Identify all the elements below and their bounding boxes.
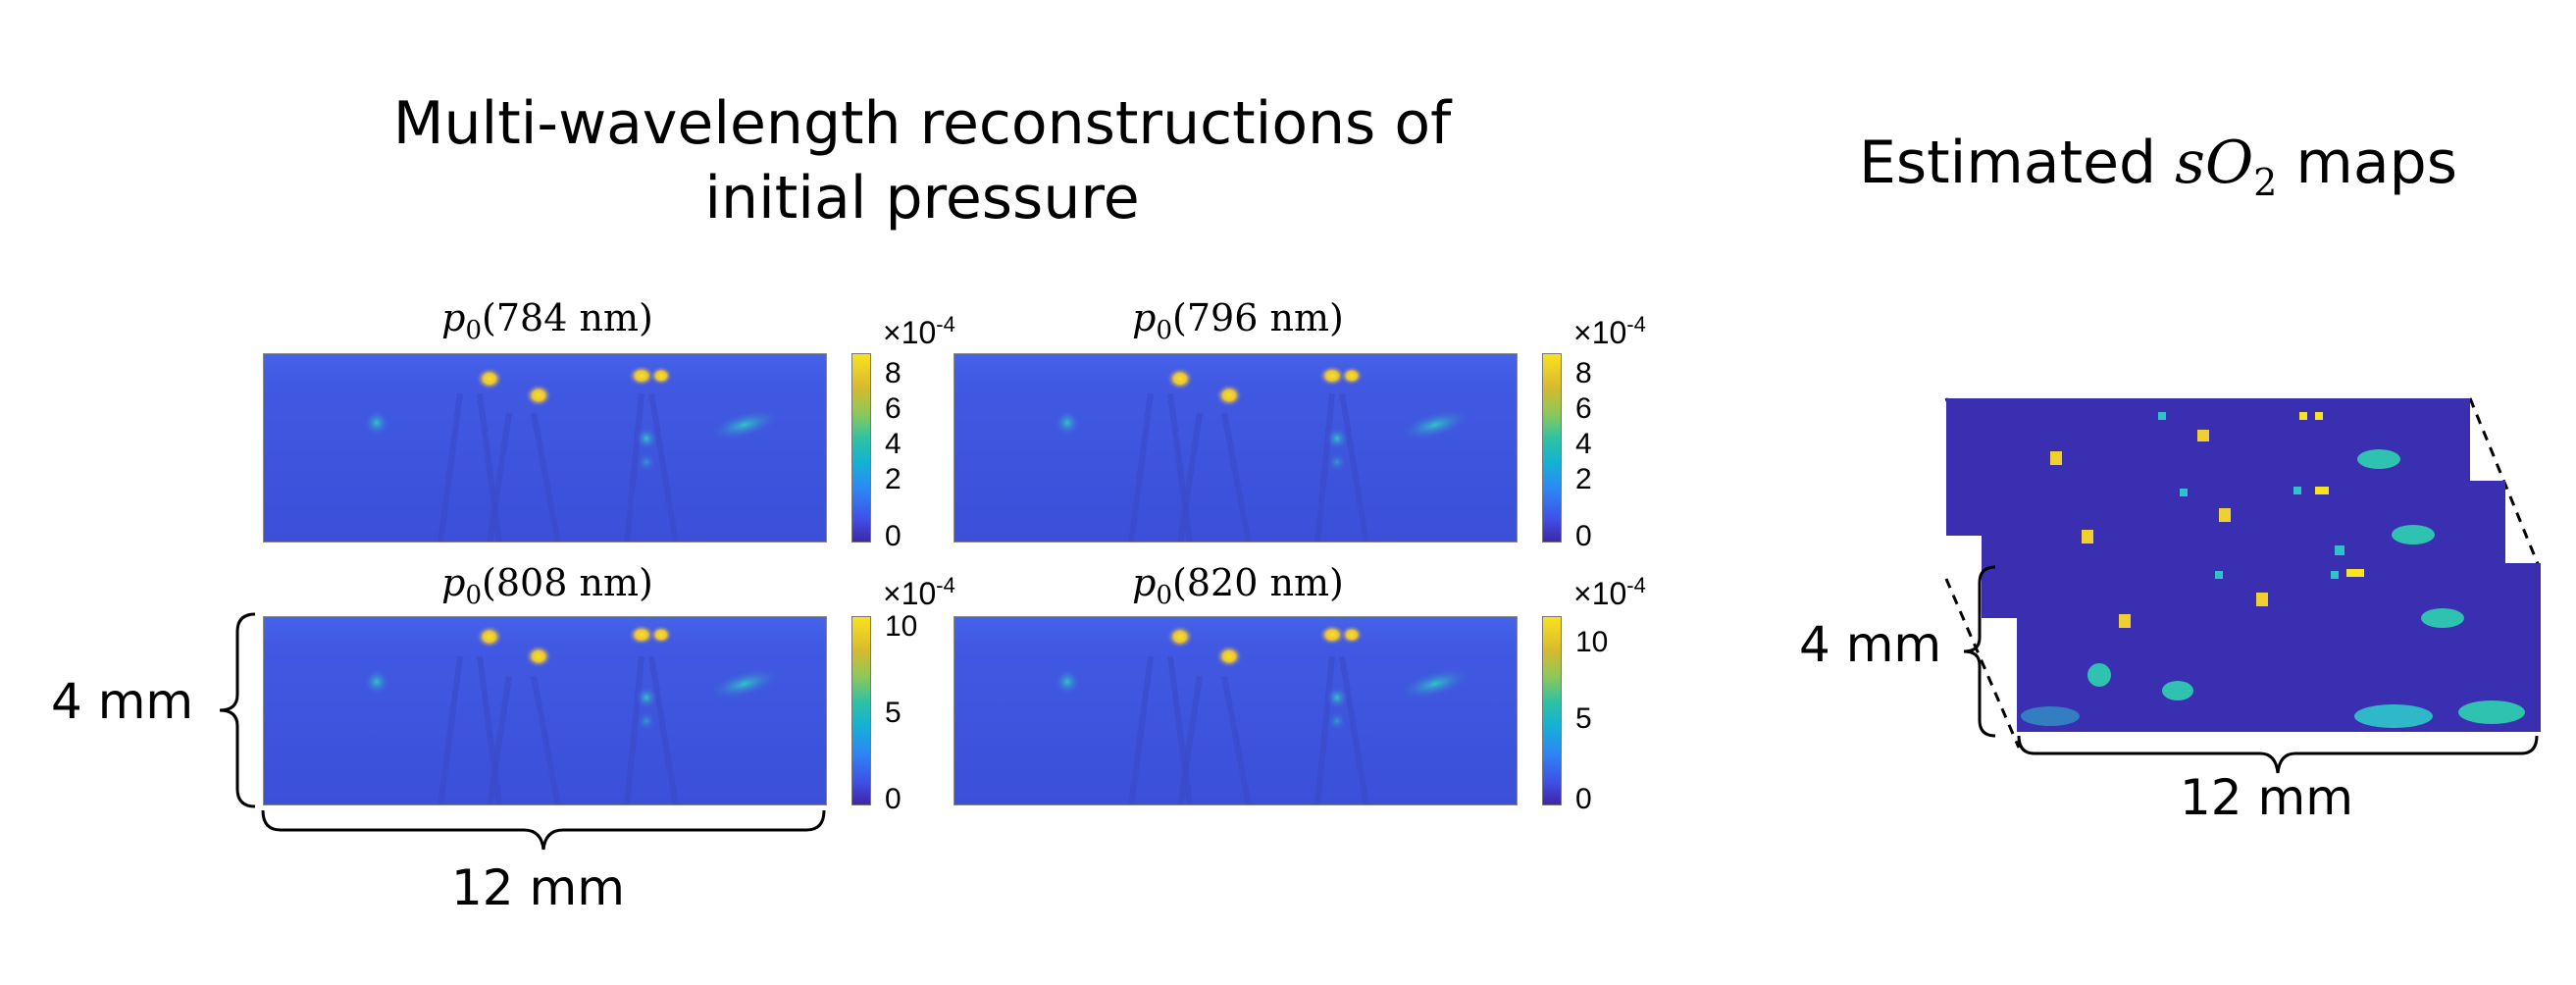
colorbar-tick: 10	[1575, 626, 1609, 658]
width-label-left: 12 mm	[451, 859, 625, 916]
exponent-base: ×10	[883, 315, 937, 350]
left-title: Multi-wavelength reconstructions of init…	[334, 86, 1511, 235]
colorbar-808	[851, 616, 871, 805]
colorbar-tick: 6	[1575, 392, 1592, 425]
pressure-image-808	[263, 616, 827, 805]
panel-title-820: p0(820 nm)	[953, 561, 1522, 610]
exponent-label: ×10-4	[883, 573, 955, 612]
exponent-base: ×10	[883, 576, 937, 611]
exponent-power: -4	[936, 573, 955, 597]
so2-map-stack	[1944, 397, 2541, 749]
pressure-image-784	[263, 353, 827, 543]
left-title-line2: initial pressure	[704, 164, 1140, 233]
wavelength-label: (820 nm)	[1172, 561, 1344, 604]
exponent-label: ×10-4	[883, 312, 955, 351]
pressure-image-820	[953, 616, 1518, 805]
right-title-var-o: O	[2204, 129, 2254, 197]
right-title-var-s: s	[2175, 129, 2205, 197]
width-brace-right	[2017, 735, 2539, 774]
symbol-p: p	[441, 561, 466, 604]
exponent-power: -4	[1626, 312, 1646, 337]
so2-map-front	[2017, 563, 2541, 732]
height-label-left: 4 mm	[51, 673, 194, 730]
left-title-line1: Multi-wavelength reconstructions of	[392, 89, 1452, 158]
exponent-label: ×10-4	[1573, 573, 1646, 612]
colorbar-tick: 0	[885, 520, 902, 552]
width-label-right: 12 mm	[2180, 769, 2353, 826]
right-title: Estimated sO2 maps	[1844, 126, 2472, 220]
width-brace-left	[261, 809, 826, 851]
panel-title-784: p0(784 nm)	[263, 296, 832, 345]
wavelength-label: (784 nm)	[482, 296, 653, 339]
height-brace-right	[1963, 565, 1996, 738]
wavelength-label: (796 nm)	[1172, 296, 1344, 339]
colorbar-tick: 0	[1575, 783, 1592, 815]
colorbar-tick: 8	[885, 357, 902, 389]
right-title-prefix: Estimated	[1858, 129, 2176, 197]
colorbar-tick: 5	[1575, 702, 1592, 735]
symbol-p: p	[1132, 296, 1157, 339]
exponent-power: -4	[936, 312, 955, 337]
exponent-base: ×10	[1573, 315, 1627, 350]
symbol-sub: 0	[1156, 581, 1173, 610]
right-title-subscript: 2	[2253, 161, 2278, 204]
exponent-label: ×10-4	[1573, 312, 1646, 351]
symbol-sub: 0	[465, 581, 483, 610]
symbol-sub: 0	[465, 316, 483, 345]
colorbar-820	[1542, 616, 1562, 805]
colorbar-tick: 2	[885, 463, 902, 495]
right-title-suffix: maps	[2277, 129, 2457, 197]
symbol-p: p	[441, 296, 466, 339]
colorbar-tick: 10	[885, 610, 918, 643]
wavelength-label: (808 nm)	[482, 561, 653, 604]
pressure-image-796	[953, 353, 1518, 543]
exponent-power: -4	[1626, 573, 1646, 597]
colorbar-tick: 5	[885, 697, 902, 729]
height-label-right: 4 mm	[1799, 616, 1942, 673]
panel-title-808: p0(808 nm)	[263, 561, 832, 610]
colorbar-784	[851, 353, 871, 543]
exponent-base: ×10	[1573, 576, 1627, 611]
symbol-sub: 0	[1156, 316, 1173, 345]
symbol-p: p	[1132, 561, 1157, 604]
colorbar-tick: 4	[1575, 428, 1592, 460]
colorbar-796	[1542, 353, 1562, 543]
colorbar-tick: 0	[1575, 520, 1592, 552]
colorbar-tick: 0	[885, 783, 902, 815]
colorbar-tick: 8	[1575, 357, 1592, 389]
height-brace-left	[219, 612, 256, 808]
colorbar-tick: 2	[1575, 463, 1592, 495]
colorbar-tick: 4	[885, 428, 902, 460]
panel-title-796: p0(796 nm)	[953, 296, 1522, 345]
colorbar-tick: 6	[885, 392, 902, 425]
